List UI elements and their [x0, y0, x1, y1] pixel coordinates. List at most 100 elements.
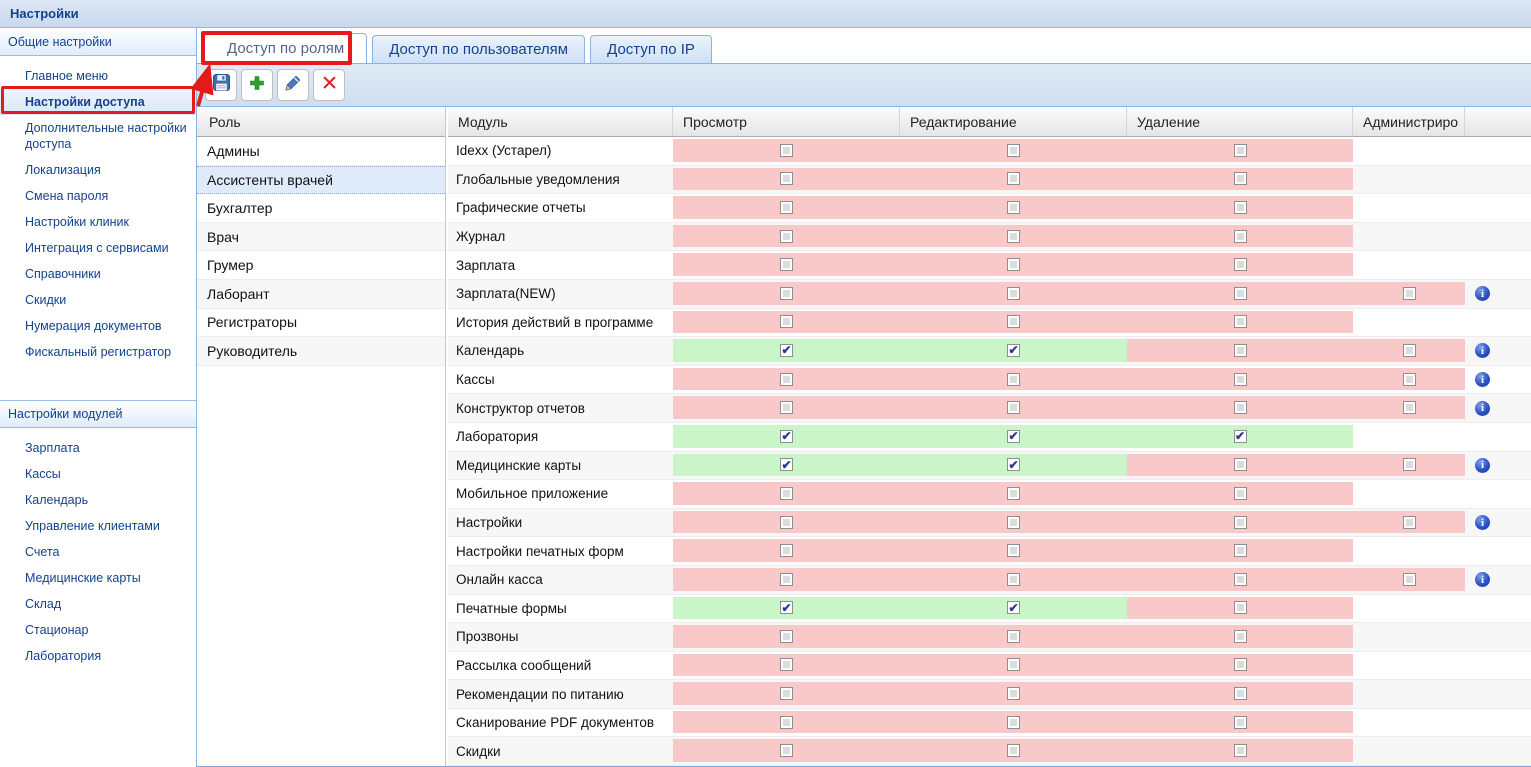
column-header-4[interactable]: Администриро — [1353, 107, 1465, 136]
sidebar-item-0-10[interactable]: Фискальный регистратор — [25, 345, 172, 359]
info-icon[interactable]: i — [1475, 286, 1490, 302]
permission-row-18[interactable]: Рассылка сообщений — [448, 651, 1531, 681]
permission-row-12[interactable]: Мобильное приложение — [448, 480, 1531, 509]
checkbox-unchecked[interactable] — [1007, 629, 1020, 643]
checkbox-unchecked[interactable] — [1007, 172, 1020, 186]
column-header-1[interactable]: Просмотр — [673, 107, 900, 136]
role-row-5[interactable]: Лаборант — [197, 279, 445, 309]
sidebar-item-0-0[interactable]: Главное меню — [25, 69, 109, 83]
checkbox-unchecked[interactable] — [1233, 687, 1247, 701]
permission-row-21[interactable]: Скидки — [448, 737, 1531, 766]
save-button[interactable] — [205, 69, 237, 101]
add-button[interactable] — [241, 69, 273, 101]
checkbox-unchecked[interactable] — [1402, 401, 1416, 415]
checkbox-unchecked[interactable] — [1007, 200, 1020, 214]
checkbox-unchecked[interactable] — [1007, 687, 1020, 701]
sidebar-item-0-6[interactable]: Интеграция с сервисами — [25, 241, 169, 255]
checkbox-unchecked[interactable] — [1233, 286, 1247, 300]
checkbox-unchecked[interactable] — [1233, 572, 1247, 586]
column-header-3[interactable]: Удаление — [1127, 107, 1353, 136]
checkbox-unchecked[interactable] — [1402, 458, 1416, 472]
checkbox-unchecked[interactable] — [780, 658, 793, 672]
sidebar-item-1-5[interactable]: Медицинские карты — [25, 571, 141, 585]
checkbox-checked[interactable]: ✔ — [780, 343, 793, 358]
checkbox-unchecked[interactable] — [1233, 258, 1247, 272]
permission-row-20[interactable]: Сканирование PDF документов — [448, 708, 1531, 738]
checkbox-unchecked[interactable] — [1007, 315, 1020, 329]
column-header-2[interactable]: Редактирование — [900, 107, 1127, 136]
permission-row-5[interactable]: Зарплата(NEW) i — [448, 279, 1531, 309]
checkbox-checked[interactable]: ✔ — [1007, 457, 1020, 472]
checkbox-unchecked[interactable] — [1233, 229, 1247, 243]
sidebar-item-1-7[interactable]: Стационар — [25, 623, 89, 637]
checkbox-unchecked[interactable] — [780, 744, 793, 758]
checkbox-unchecked[interactable] — [780, 687, 793, 701]
role-row-7[interactable]: Руководитель — [197, 337, 445, 366]
sidebar-item-1-4[interactable]: Счета — [25, 545, 60, 559]
checkbox-unchecked[interactable] — [1007, 658, 1020, 672]
checkbox-unchecked[interactable] — [780, 143, 793, 157]
checkbox-unchecked[interactable] — [1233, 372, 1247, 386]
sidebar-item-1-6[interactable]: Склад — [25, 597, 62, 611]
permission-row-15[interactable]: Онлайн касса i — [448, 565, 1531, 595]
checkbox-unchecked[interactable] — [780, 229, 793, 243]
permission-row-2[interactable]: Графические отчеты — [448, 194, 1531, 223]
permission-row-6[interactable]: История действий в программе — [448, 308, 1531, 338]
checkbox-unchecked[interactable] — [1007, 143, 1020, 157]
checkbox-unchecked[interactable] — [780, 401, 793, 415]
checkbox-unchecked[interactable] — [1402, 286, 1416, 300]
checkbox-unchecked[interactable] — [780, 486, 793, 500]
checkbox-unchecked[interactable] — [780, 715, 793, 729]
role-row-4[interactable]: Грумер — [197, 251, 445, 280]
checkbox-unchecked[interactable] — [1233, 744, 1247, 758]
sidebar-item-0-9[interactable]: Нумерация документов — [25, 319, 162, 333]
permission-row-8[interactable]: Кассы i — [448, 365, 1531, 395]
checkbox-unchecked[interactable] — [1007, 372, 1020, 386]
tab-ip[interactable]: Доступ по IP — [590, 35, 712, 63]
permission-row-13[interactable]: Настройки i — [448, 508, 1531, 538]
checkbox-unchecked[interactable] — [1402, 572, 1416, 586]
info-icon[interactable]: i — [1475, 572, 1490, 588]
info-icon[interactable]: i — [1475, 457, 1490, 473]
checkbox-unchecked[interactable] — [1233, 515, 1247, 529]
checkbox-unchecked[interactable] — [780, 172, 793, 186]
checkbox-unchecked[interactable] — [1402, 372, 1416, 386]
sidebar-item-1-0[interactable]: Зарплата — [25, 441, 80, 455]
role-row-1[interactable]: Ассистенты врачей — [197, 165, 445, 195]
sidebar-section-header-1[interactable]: Настройки модулей — [0, 400, 196, 428]
tab-roles[interactable]: Доступ по ролям — [204, 33, 368, 63]
checkbox-checked[interactable]: ✔ — [1007, 343, 1020, 358]
checkbox-checked[interactable]: ✔ — [1007, 429, 1020, 444]
checkbox-unchecked[interactable] — [1007, 229, 1020, 243]
checkbox-unchecked[interactable] — [780, 515, 793, 529]
checkbox-unchecked[interactable] — [1233, 200, 1247, 214]
edit-button[interactable] — [277, 69, 309, 101]
checkbox-checked[interactable]: ✔ — [780, 457, 793, 472]
checkbox-unchecked[interactable] — [1233, 143, 1247, 157]
checkbox-unchecked[interactable] — [780, 572, 793, 586]
checkbox-unchecked[interactable] — [1007, 401, 1020, 415]
checkbox-unchecked[interactable] — [1402, 515, 1416, 529]
checkbox-unchecked[interactable] — [1233, 715, 1247, 729]
sidebar-item-1-1[interactable]: Кассы — [25, 467, 61, 481]
role-row-3[interactable]: Врач — [197, 222, 445, 252]
checkbox-unchecked[interactable] — [1233, 601, 1247, 615]
sidebar-section-header-0[interactable]: Общие настройки — [0, 28, 196, 56]
permission-row-1[interactable]: Глобальные уведомления — [448, 165, 1531, 195]
permission-row-19[interactable]: Рекомендации по питанию — [448, 680, 1531, 709]
checkbox-unchecked[interactable] — [1233, 486, 1247, 500]
checkbox-unchecked[interactable] — [1402, 343, 1416, 357]
checkbox-unchecked[interactable] — [1233, 629, 1247, 643]
checkbox-unchecked[interactable] — [780, 629, 793, 643]
checkbox-unchecked[interactable] — [780, 315, 793, 329]
permission-row-14[interactable]: Настройки печатных форм — [448, 537, 1531, 566]
checkbox-unchecked[interactable] — [1233, 172, 1247, 186]
checkbox-checked[interactable]: ✔ — [1007, 600, 1020, 615]
checkbox-unchecked[interactable] — [1233, 658, 1247, 672]
checkbox-unchecked[interactable] — [780, 544, 793, 558]
checkbox-unchecked[interactable] — [1233, 458, 1247, 472]
permission-row-17[interactable]: Прозвоны — [448, 623, 1531, 652]
sidebar-item-0-7[interactable]: Справочники — [25, 267, 101, 281]
permission-row-9[interactable]: Конструктор отчетов i — [448, 394, 1531, 423]
roles-column-header[interactable]: Роль — [197, 107, 445, 137]
